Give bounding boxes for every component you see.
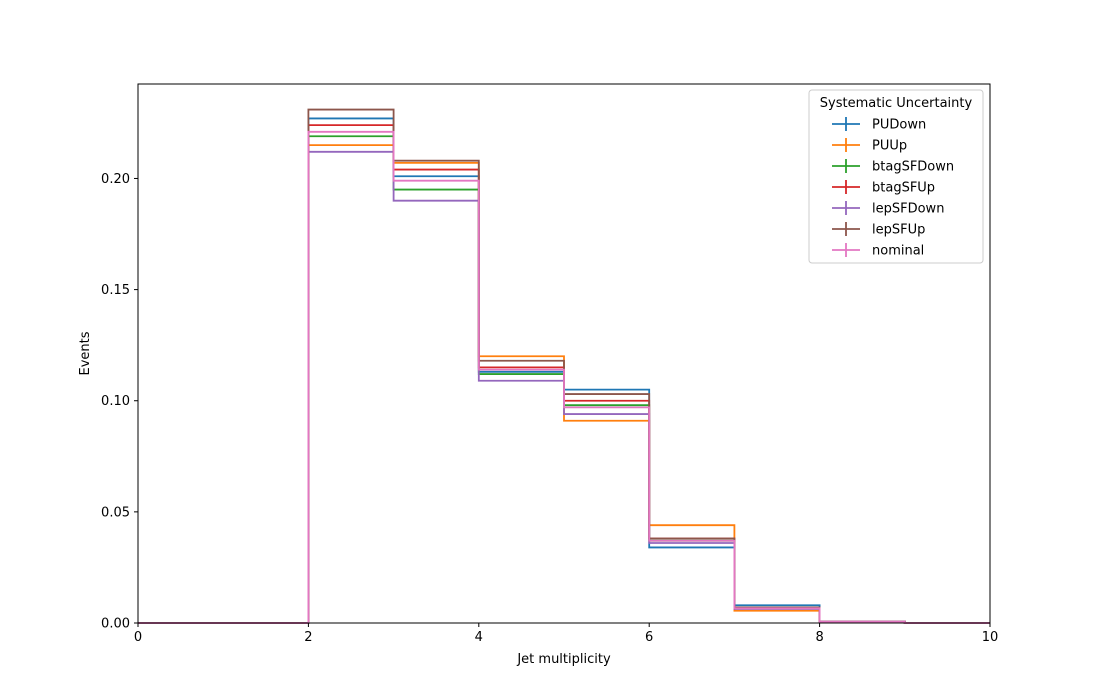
legend-item-pudown: PUDown bbox=[832, 117, 926, 133]
legend-box bbox=[808, 89, 984, 264]
legend-item-puup: PUUp bbox=[832, 138, 907, 154]
legend-item-lepsfup: lepSFUp bbox=[832, 222, 925, 238]
x-axis: 0 2 4 6 8 10 bbox=[134, 623, 998, 645]
legend-items: PUDown PUUp btagSFDown btagSFUp lepSFDown lep… bbox=[832, 117, 954, 259]
x-tick-label: 6 bbox=[645, 630, 653, 645]
x-axis-label: Jet multiplicity bbox=[516, 652, 611, 667]
legend-label: PUDown bbox=[872, 118, 926, 133]
y-axis-label: Events bbox=[78, 331, 93, 375]
legend-label: btagSFUp bbox=[872, 181, 935, 196]
series-line-nominal bbox=[138, 130, 990, 624]
legend-title: Systematic Uncertainty bbox=[820, 96, 973, 111]
legend-label: PUUp bbox=[872, 139, 907, 154]
x-tick-label: 10 bbox=[982, 630, 999, 645]
legend-item-lepsfdown: lepSFDown bbox=[832, 201, 944, 217]
x-tick-label: 0 bbox=[134, 630, 142, 645]
y-tick-label: 0.20 bbox=[101, 172, 130, 187]
x-tick-label: 8 bbox=[815, 630, 823, 645]
legend-item-nominal: nominal bbox=[832, 243, 924, 259]
legend-label: btagSFDown bbox=[872, 160, 954, 175]
y-axis: 0.00 0.05 0.10 0.15 0.20 bbox=[101, 172, 138, 632]
y-tick-label: 0.10 bbox=[101, 394, 130, 409]
y-tick-label: 0.00 bbox=[101, 617, 130, 632]
series-layer bbox=[138, 108, 990, 624]
y-tick-label: 0.15 bbox=[101, 283, 130, 298]
legend-item-btagsfup: btagSFUp bbox=[832, 180, 935, 196]
plot-frame bbox=[137, 83, 991, 624]
legend-label: lepSFDown bbox=[872, 202, 944, 217]
legend-label: lepSFUp bbox=[872, 223, 925, 238]
legend-label: nominal bbox=[872, 244, 924, 259]
x-tick-label: 2 bbox=[304, 630, 312, 645]
legend-item-btagsfdown: btagSFDown bbox=[832, 159, 954, 175]
y-tick-label: 0.05 bbox=[101, 505, 130, 520]
x-tick-label: 4 bbox=[475, 630, 483, 645]
legend: Systematic Uncertainty PUDown PUUp btagSFD… bbox=[808, 89, 984, 264]
